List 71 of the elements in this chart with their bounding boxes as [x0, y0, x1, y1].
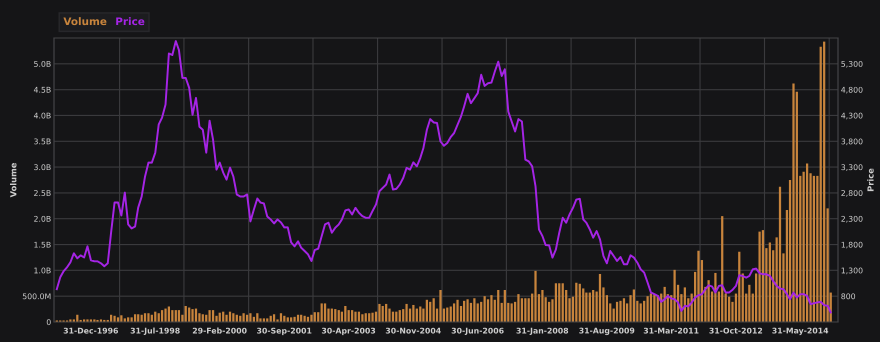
bar	[338, 310, 340, 322]
bar	[484, 296, 486, 322]
bar	[150, 314, 153, 322]
bar	[728, 296, 730, 322]
bar	[664, 286, 666, 322]
bar	[385, 304, 388, 322]
bar	[582, 288, 584, 322]
bar	[510, 303, 513, 322]
bar	[137, 314, 140, 322]
bar	[368, 313, 370, 322]
bar	[738, 252, 740, 322]
bar	[562, 283, 564, 322]
bar	[76, 314, 78, 322]
y-axis-title: Volume	[10, 162, 16, 198]
bar	[395, 312, 398, 322]
bar	[446, 308, 448, 322]
bar	[592, 290, 594, 322]
bar	[202, 314, 204, 322]
text: Volume	[63, 17, 106, 26]
bar	[171, 310, 174, 322]
bar	[239, 316, 242, 322]
bar	[588, 292, 591, 322]
bar	[236, 314, 238, 322]
bar	[558, 283, 560, 322]
bar	[497, 290, 500, 322]
bar	[222, 312, 224, 322]
bar	[232, 313, 234, 322]
bar	[351, 310, 354, 322]
bar	[124, 318, 126, 322]
bar	[174, 310, 177, 322]
bar	[286, 317, 289, 322]
bar	[348, 310, 350, 322]
bar	[640, 303, 642, 322]
bar	[300, 314, 302, 322]
bar	[330, 308, 333, 322]
line-series	[56, 40, 832, 314]
bar	[188, 308, 190, 322]
bar	[684, 287, 686, 322]
bar	[768, 242, 771, 322]
y2-axis-title: Price	[867, 168, 874, 192]
bar	[218, 312, 221, 322]
bar	[429, 302, 432, 322]
bar	[140, 314, 143, 322]
bar	[419, 306, 422, 322]
bar	[266, 318, 268, 322]
bar	[748, 284, 750, 322]
bar	[450, 306, 452, 322]
bar	[256, 313, 258, 322]
bar	[398, 310, 401, 322]
bar	[344, 306, 346, 322]
bar	[823, 42, 826, 322]
bar	[416, 308, 418, 322]
bar	[575, 282, 578, 322]
bar	[504, 290, 506, 322]
bar	[158, 313, 160, 322]
bar	[184, 306, 187, 322]
bar	[656, 295, 659, 322]
bar	[270, 316, 272, 322]
bar	[578, 284, 581, 322]
bar	[314, 312, 316, 322]
bar	[154, 312, 156, 322]
bar	[127, 317, 130, 322]
bar	[524, 298, 526, 322]
text: Price	[116, 17, 144, 26]
bar	[432, 298, 435, 322]
bar	[364, 313, 367, 322]
bar	[334, 309, 336, 322]
bar	[283, 316, 286, 322]
bar	[382, 306, 384, 322]
bar	[721, 216, 724, 322]
bar	[320, 303, 323, 322]
